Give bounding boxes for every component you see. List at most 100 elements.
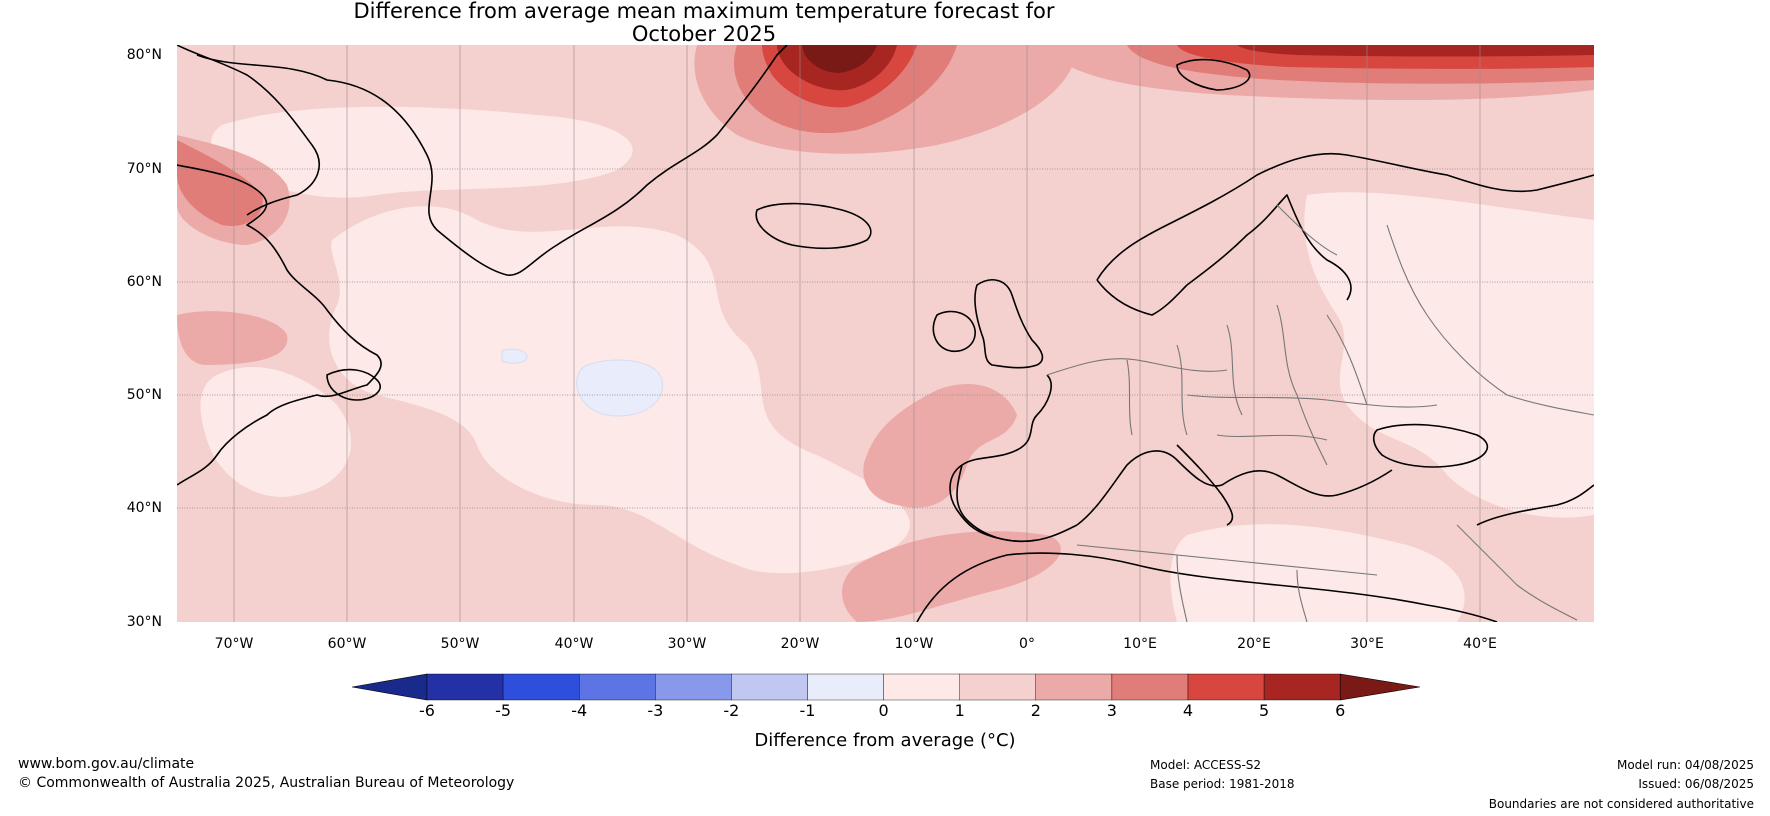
- coastline-middle-east: [1476, 484, 1594, 526]
- anomaly-region-5-6-svalbard: [1237, 45, 1594, 57]
- lon-label-10e: 10°E: [1123, 636, 1157, 652]
- coastline-ireland: [932, 310, 976, 352]
- lon-label-50w: 50°W: [440, 636, 480, 652]
- colorbar-segment: [1035, 673, 1113, 701]
- lon-label-20e: 20°E: [1237, 636, 1271, 652]
- colorbar-segment: [426, 673, 504, 701]
- lon-label-10w: 10°W: [894, 636, 934, 652]
- border-line-12: [1176, 554, 1188, 622]
- border-line-5: [1276, 304, 1328, 466]
- border-line-7: [1186, 394, 1438, 408]
- border-line-9: [1386, 224, 1508, 396]
- colorbar-tick-label: -6: [419, 701, 435, 720]
- map-title-line1: Difference from average mean maximum tem…: [353, 0, 1055, 23]
- colorbar-tick-label: -2: [723, 701, 740, 720]
- colorbar-tick-label: -5: [495, 701, 512, 720]
- border-line-13: [1296, 569, 1308, 622]
- colorbar-segment: [883, 673, 960, 701]
- anomaly-region-over-6-greenland: [802, 45, 877, 73]
- coastline-iberia: [956, 464, 1038, 543]
- anomaly-region-2-3-iberia: [863, 384, 1017, 508]
- footer-model-run: Model run: 04/08/2025: [1616, 758, 1754, 772]
- anomaly-region-2-3-africa: [842, 531, 1061, 622]
- lon-label-0: 0°: [1019, 636, 1035, 652]
- map-title-line2: October 2025: [631, 22, 777, 46]
- coastline-canada-east: [177, 164, 382, 486]
- colorbar-segment: [502, 673, 580, 701]
- border-line-3: [1176, 344, 1188, 436]
- meridians: [233, 45, 1481, 622]
- colorbar-tick-label: 4: [1182, 701, 1194, 720]
- colorbar-segment: [807, 673, 884, 701]
- map-title: Difference from average mean maximum tem…: [0, 0, 1408, 46]
- lon-label-40w: 40°W: [554, 636, 594, 652]
- lon-label-30e: 30°E: [1350, 636, 1384, 652]
- coastline-svalbard: [1176, 58, 1251, 91]
- country-borders: [1046, 204, 1594, 622]
- anomaly-region-0-1-north-africa: [1170, 524, 1465, 622]
- footer-copyright: © Commonwealth of Australia 2025, Austra…: [18, 775, 515, 791]
- anomaly-region-neg1-0-small: [501, 348, 528, 364]
- coastline-sweden-baltic: [1186, 194, 1352, 301]
- colorbar-svg: [351, 673, 1421, 701]
- border-line-6: [1326, 314, 1368, 406]
- lat-label-80n: 80°N: [126, 47, 162, 63]
- anomaly-region-3-4-baffin: [177, 140, 263, 226]
- graticule: [177, 168, 1594, 509]
- anomaly-region-neg1-0-atlantic: [576, 359, 663, 417]
- border-line-11: [1076, 544, 1378, 576]
- coastline-newfoundland: [326, 368, 381, 401]
- colorbar-label: Difference from average (°C): [754, 730, 1016, 751]
- footer-base-period: Base period: 1981-2018: [1150, 777, 1295, 791]
- border-line-2: [1126, 359, 1133, 436]
- anomaly-region-0-1-east-europe: [1304, 192, 1594, 518]
- border-line-8: [1216, 434, 1328, 441]
- colorbar-segment: [1111, 673, 1189, 701]
- colorbar-tick-label: 2: [1030, 701, 1041, 720]
- colorbar: [351, 672, 1421, 702]
- colorbar-segment: [731, 673, 808, 701]
- colorbar-tick-label: -4: [571, 701, 588, 720]
- lat-label-70n: 70°N: [126, 161, 162, 177]
- lat-label-60n: 60°N: [126, 274, 162, 290]
- colorbar-tick-label: -1: [799, 701, 816, 720]
- coastline-baffin: [177, 45, 321, 216]
- colorbar-tick-label: 3: [1106, 701, 1117, 720]
- footer-website: www.bom.gov.au/climate: [18, 756, 195, 772]
- anomaly-region-2-3-labrador: [177, 311, 288, 365]
- forecast-map-svg: [177, 45, 1594, 622]
- border-line-14: [1456, 524, 1578, 621]
- footer-model: Model: ACCESS-S2: [1150, 758, 1262, 772]
- colorbar-segment: [655, 673, 732, 701]
- coastline-italy: [1176, 444, 1234, 526]
- footer-issued: Issued: 06/08/2025: [1638, 777, 1754, 791]
- coastline-iceland: [755, 202, 872, 250]
- colorbar-segment: [1187, 673, 1265, 701]
- border-line-10: [1276, 204, 1338, 256]
- border-line-15: [1506, 394, 1594, 416]
- coastlines: [177, 45, 1594, 622]
- coastline-mediterranean-north: [1076, 450, 1393, 526]
- lat-label-30n: 30°N: [126, 614, 162, 630]
- anomaly-region-0-1-west: [200, 366, 352, 497]
- coastline-norway-south: [1096, 279, 1188, 316]
- lat-label-40n: 40°N: [126, 500, 162, 516]
- colorbar-tick-label: 1: [954, 701, 965, 720]
- footer-disclaimer: Boundaries are not considered authoritat…: [1488, 797, 1754, 811]
- coastline-great-britain: [974, 279, 1044, 369]
- colorbar-segment: [1263, 673, 1341, 701]
- coastline-greenland: [196, 45, 788, 276]
- colorbar-tick-label: 5: [1259, 701, 1270, 720]
- coastline-north-africa: [916, 552, 1498, 622]
- border-line-4: [1226, 324, 1243, 416]
- colorbar-segment: [959, 673, 1037, 701]
- colorbar-tick-label: -3: [647, 701, 664, 720]
- colorbar-under-triangle: [351, 673, 428, 701]
- lon-label-30w: 30°W: [667, 636, 707, 652]
- forecast-map: [177, 45, 1594, 622]
- colorbar-tick-label: 0: [878, 701, 889, 720]
- coastline-scandinavia: [1096, 152, 1594, 281]
- colorbar-over-triangle: [1339, 673, 1421, 701]
- coastline-black-sea: [1372, 423, 1489, 468]
- colorbar-segment: [578, 673, 656, 701]
